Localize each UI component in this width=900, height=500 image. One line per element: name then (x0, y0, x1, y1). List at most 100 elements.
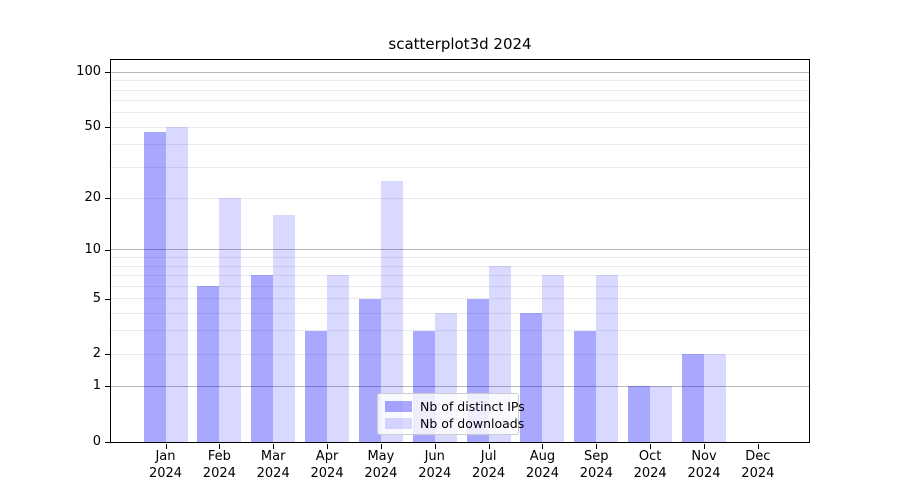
y-tick-label-1: 1 (92, 378, 101, 394)
bar-nb-of-downloads-sep (596, 275, 619, 442)
x-tick (219, 444, 221, 449)
y-tick-label-50: 50 (84, 119, 101, 135)
legend-swatch-downloads (385, 418, 412, 429)
bar-nb-of-distinct-ips-feb (197, 286, 220, 442)
bar-nb-of-distinct-ips-sep (574, 330, 597, 442)
y-tick (105, 354, 110, 356)
x-tick-label-jul: Jul 2024 (461, 449, 517, 482)
x-label-month: Feb (207, 449, 231, 464)
x-label-year: 2024 (472, 465, 506, 481)
gridline-minor (111, 353, 809, 355)
x-tick (650, 444, 652, 449)
bar-nb-of-downloads-nov (704, 354, 726, 442)
x-label-year: 2024 (741, 465, 775, 481)
x-tick (327, 444, 329, 449)
x-tick (434, 444, 436, 449)
x-label-month: Jul (480, 449, 497, 464)
x-label-year: 2024 (579, 465, 613, 481)
bar-nb-of-distinct-ips-mar (251, 275, 274, 442)
legend-swatch-distinct-ips (385, 401, 412, 412)
bar-nb-of-downloads-feb (219, 198, 242, 442)
x-tick-label-nov: Nov 2024 (676, 449, 732, 482)
x-tick (165, 444, 167, 449)
gridline-minor (111, 257, 809, 259)
x-label-year: 2024 (418, 465, 452, 481)
gridline-minor (111, 197, 809, 199)
bar-nb-of-distinct-ips-jan (143, 132, 166, 442)
gridline-minor (111, 144, 809, 146)
y-tick-label-20: 20 (84, 190, 101, 206)
x-tick-label-may: May 2024 (353, 449, 409, 482)
bar-nb-of-distinct-ips-oct (628, 386, 651, 442)
x-label-month: May (367, 449, 395, 464)
x-tick-label-apr: Apr 2024 (299, 449, 355, 482)
x-tick (704, 444, 705, 449)
y-tick-label-2: 2 (92, 346, 101, 362)
gridline-minor (111, 274, 809, 276)
x-label-year: 2024 (310, 465, 344, 481)
legend-entry-downloads: Nb of downloads (385, 415, 524, 432)
gridline-minor (111, 112, 809, 114)
x-label-month: Nov (691, 449, 717, 464)
y-tick-label-5: 5 (92, 290, 101, 306)
y-tick (105, 386, 110, 388)
x-tick-label-dec: Dec 2024 (730, 449, 786, 482)
x-label-year: 2024 (256, 465, 290, 481)
bar-nb-of-distinct-ips-apr (305, 330, 328, 442)
x-label-year: 2024 (633, 465, 667, 481)
x-label-year: 2024 (202, 465, 236, 481)
y-tick (105, 442, 110, 443)
gridline-minor (111, 298, 809, 300)
x-tick (488, 444, 490, 449)
bar-nb-of-distinct-ips-nov (682, 354, 704, 442)
bar-nb-of-downloads-may (380, 181, 403, 442)
x-tick-label-oct: Oct 2024 (622, 449, 678, 482)
gridline-minor (111, 166, 809, 168)
x-label-month: Jan (155, 449, 176, 464)
bar-nb-of-downloads-oct (650, 386, 673, 442)
legend: Nb of distinct IPs Nb of downloads (377, 393, 525, 435)
y-tick (105, 127, 110, 129)
x-tick (757, 444, 759, 449)
x-tick-label-mar: Mar 2024 (245, 449, 301, 482)
y-tick-label-10: 10 (84, 241, 101, 257)
x-label-year: 2024 (687, 465, 721, 481)
y-tick (105, 249, 110, 251)
x-tick-label-jan: Jan 2024 (138, 449, 194, 482)
x-label-year: 2024 (364, 465, 398, 481)
x-tick-label-aug: Aug 2024 (514, 449, 570, 482)
bar-nb-of-downloads-aug (542, 275, 565, 442)
y-tick (105, 198, 110, 200)
x-label-month: Dec (745, 449, 771, 464)
x-label-year: 2024 (525, 465, 559, 481)
y-tick (105, 298, 110, 300)
gridline-minor (111, 126, 809, 128)
bar-nb-of-downloads-mar (273, 215, 296, 442)
x-label-month: Mar (260, 449, 286, 464)
x-label-year: 2024 (148, 465, 183, 481)
x-label-month: Apr (315, 449, 339, 464)
y-tick-label-100: 100 (76, 64, 101, 80)
legend-label-distinct-ips: Nb of distinct IPs (420, 399, 525, 414)
plot-area: Nb of distinct IPs Nb of downloads (110, 59, 810, 443)
legend-label-downloads: Nb of downloads (420, 416, 525, 431)
gridline-minor (111, 265, 809, 267)
gridline-minor (111, 330, 809, 332)
x-tick-label-sep: Sep 2024 (568, 449, 624, 482)
gridline-major (111, 71, 809, 73)
gridline-minor (111, 312, 809, 314)
x-tick (596, 444, 598, 449)
x-tick (380, 444, 382, 449)
x-tick (542, 444, 544, 449)
legend-entry-distinct-ips: Nb of distinct IPs (385, 398, 525, 415)
x-tick-label-feb: Feb 2024 (191, 449, 247, 482)
gridline-major (111, 385, 809, 387)
x-label-month: Jun (424, 449, 445, 464)
bar-nb-of-distinct-ips-may (358, 298, 381, 442)
bar-nb-of-distinct-ips-aug (520, 313, 543, 442)
x-tick (273, 444, 275, 449)
gridline-major (111, 249, 809, 251)
gridline-minor (111, 89, 809, 91)
x-tick-label-jun: Jun 2024 (407, 449, 463, 482)
